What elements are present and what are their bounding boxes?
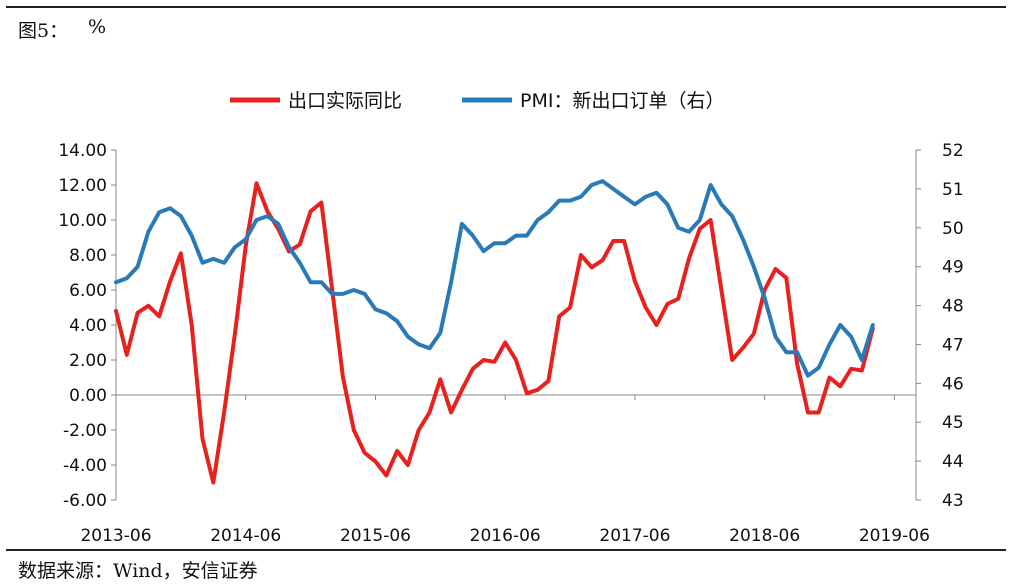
right-tick-label: 50: [942, 219, 964, 239]
legend-label-pmi: PMI：新出口订单（右）: [520, 90, 724, 112]
x-tick-label: 2016-06: [470, 526, 541, 546]
left-tick-label: 10.00: [58, 211, 107, 231]
x-tick-label: 2018-06: [729, 526, 800, 546]
left-tick-label: -2.00: [63, 421, 107, 441]
x-axis-ticks: 2013-06 2014-06 2015-06 2016-06 2017-06 2018-…: [80, 395, 930, 546]
right-tick-label: 49: [942, 258, 964, 278]
left-tick-label: 8.00: [69, 246, 107, 266]
top-rule: [6, 6, 1006, 8]
left-tick-label: 12.00: [58, 176, 107, 196]
right-axis-ticks: 43 44 45 46 47 48 49 50 51 52: [916, 141, 964, 511]
series-layer: [114, 179, 875, 485]
left-tick-label: -4.00: [63, 456, 107, 476]
right-tick-label: 44: [942, 452, 964, 472]
right-tick-label: 43: [942, 491, 964, 511]
x-tick-label: 2017-06: [599, 526, 670, 546]
left-tick-label: 6.00: [69, 281, 107, 301]
source-note: 数据来源：Wind，安信证券: [18, 560, 258, 582]
figure-label: 图5：: [18, 20, 69, 42]
x-tick-label: 2019-06: [859, 526, 930, 546]
right-tick-label: 48: [942, 297, 964, 317]
series-line-export: [114, 181, 875, 485]
series-line-pmi: [114, 179, 875, 378]
left-tick-label: 4.00: [69, 316, 107, 336]
left-tick-label: -6.00: [63, 491, 107, 511]
x-tick-label: 2015-06: [340, 526, 411, 546]
right-tick-label: 45: [942, 413, 964, 433]
x-tick-label: 2014-06: [210, 526, 281, 546]
right-tick-label: 51: [942, 180, 964, 200]
right-tick-label: 52: [942, 141, 964, 161]
left-axis-ticks: -6.00 -4.00 -2.00 0.00 2.00 4.00 6.00 8.00 10.00…: [58, 141, 116, 511]
left-tick-label: 0.00: [69, 386, 107, 406]
left-tick-label: 2.00: [69, 351, 107, 371]
chart-legend: 出口实际同比 PMI：新出口订单（右）: [230, 90, 724, 112]
left-tick-label: 14.00: [58, 141, 107, 161]
figure-unit: %: [88, 16, 107, 38]
bottom-rule: [6, 549, 1006, 551]
right-tick-label: 47: [942, 335, 964, 355]
x-tick-label: 2013-06: [80, 526, 151, 546]
right-tick-label: 46: [942, 374, 964, 394]
legend-label-export: 出口实际同比: [288, 90, 402, 112]
